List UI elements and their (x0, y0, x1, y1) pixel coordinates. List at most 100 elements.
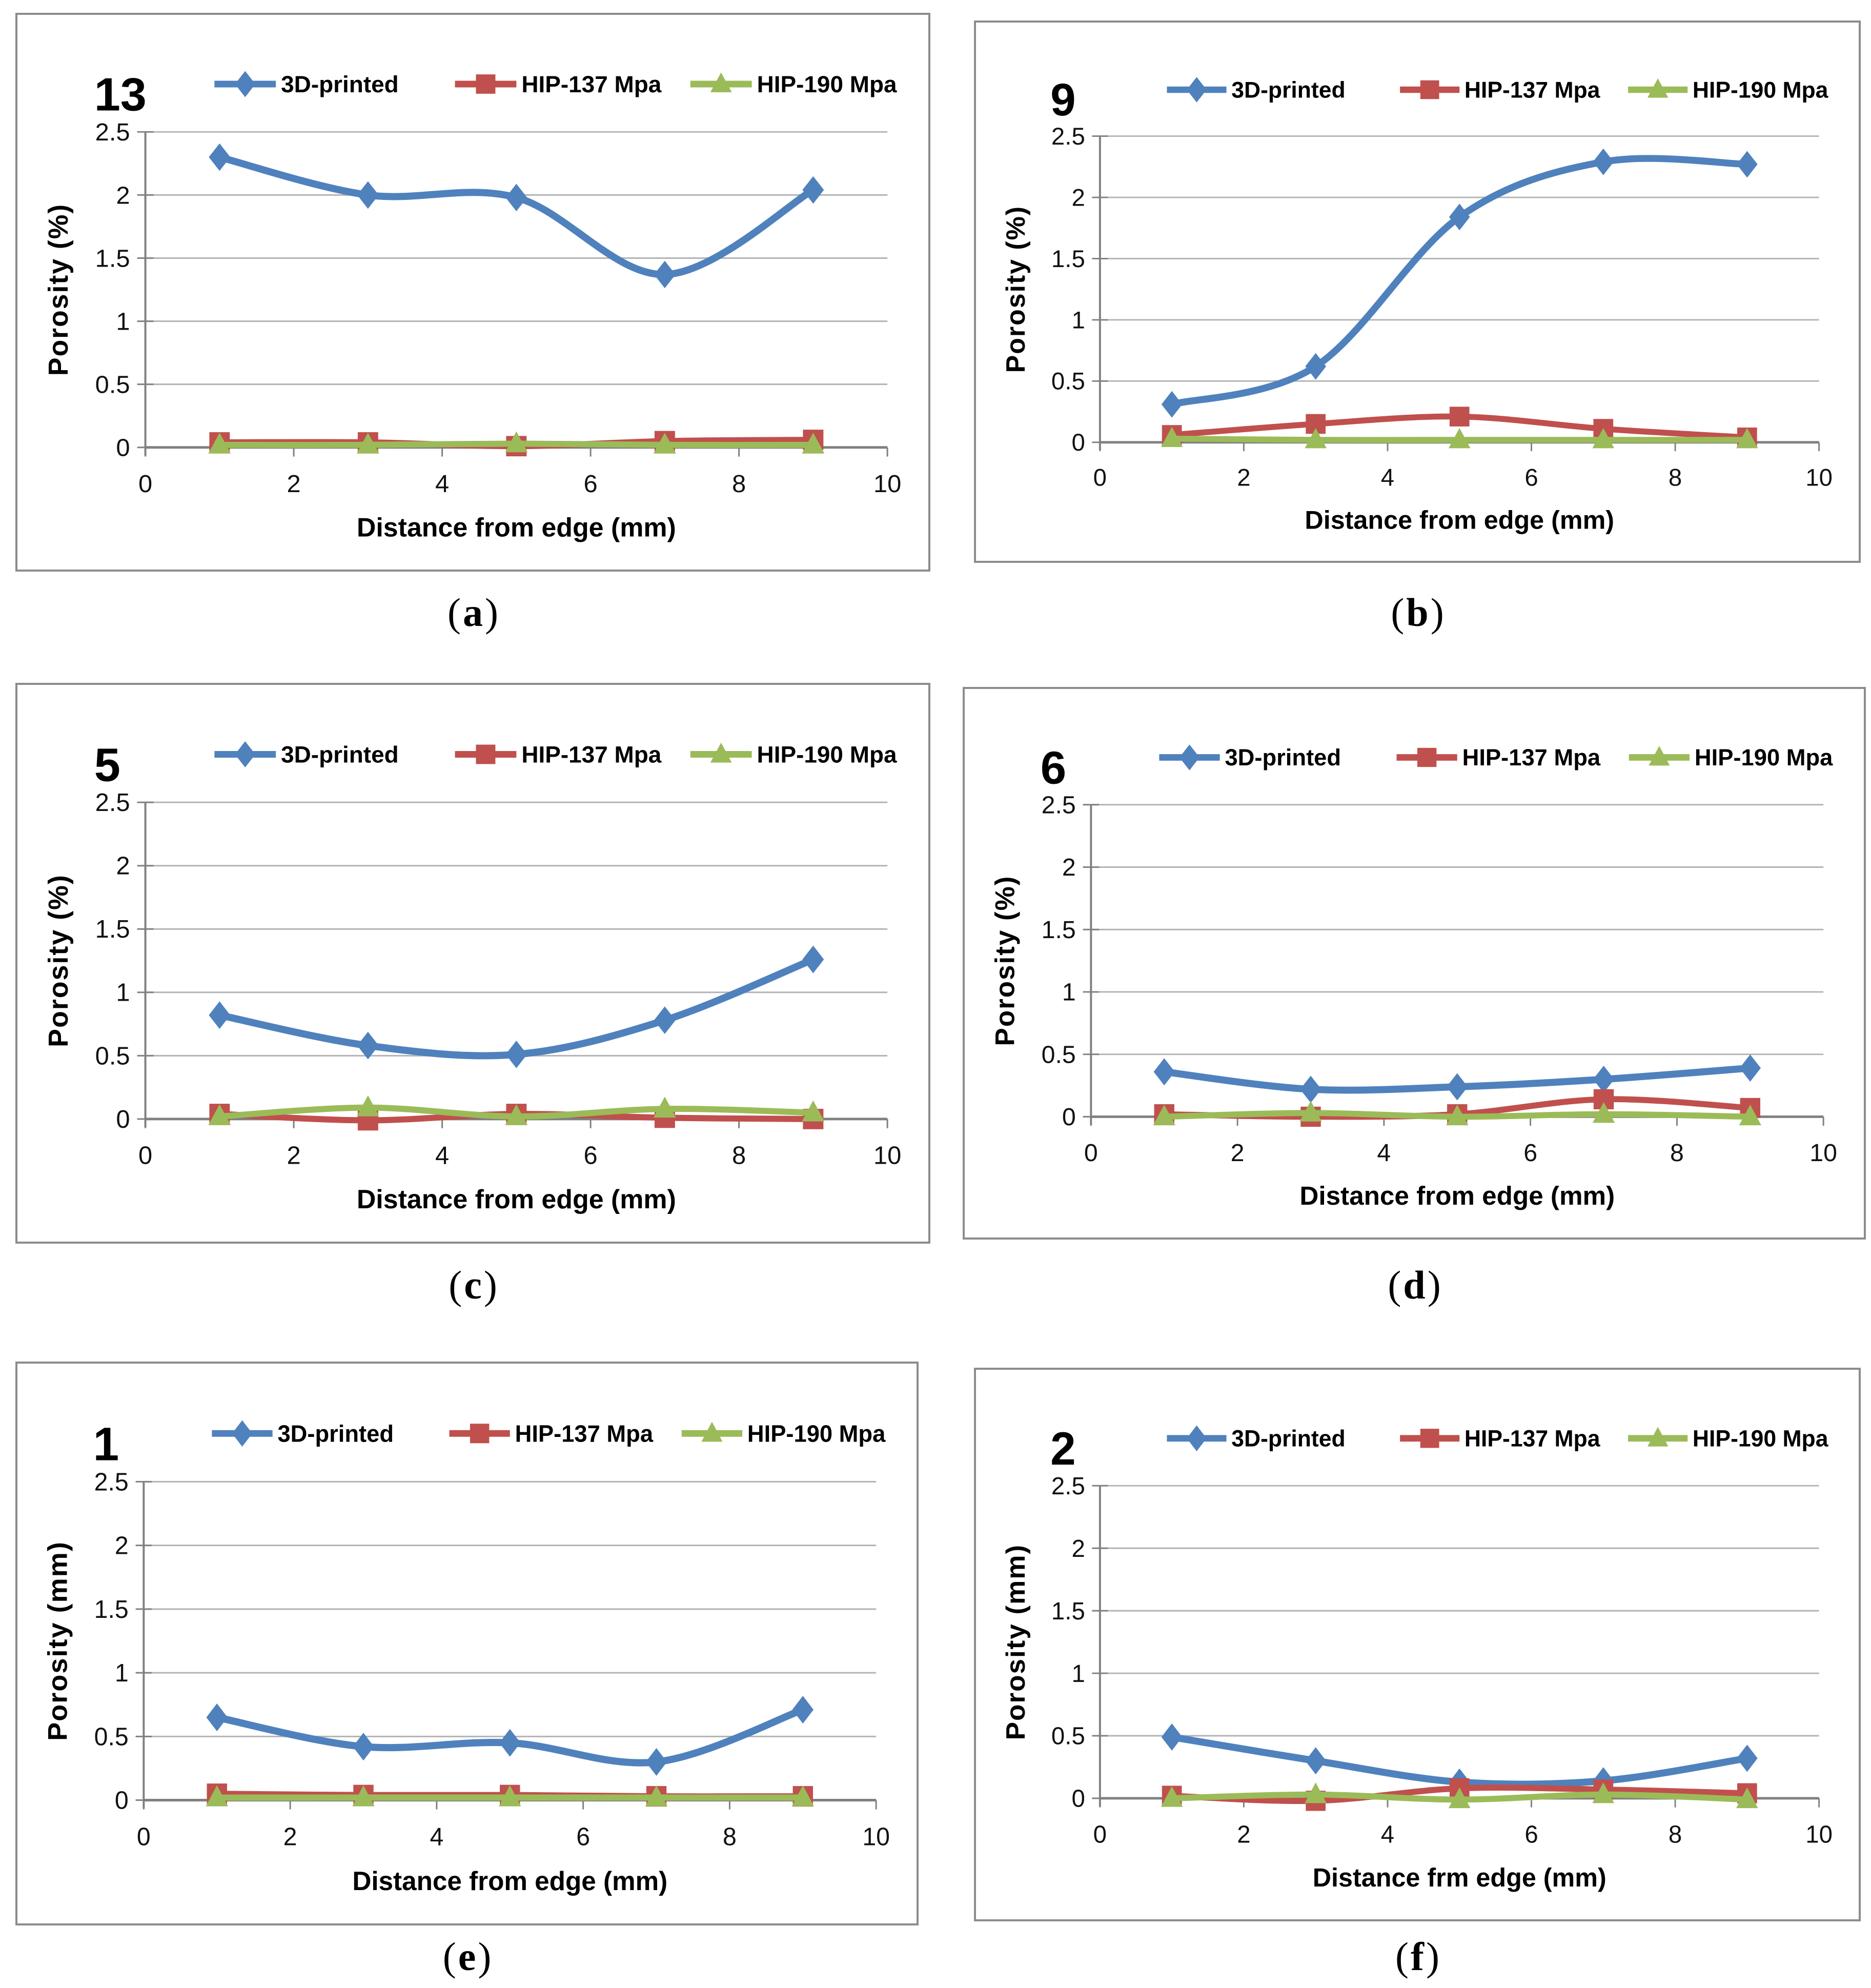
chart-legend: 3D-printed HIP-137 Mpa HIP-190 Mpa (212, 1420, 886, 1447)
data-point-marker-diamond (654, 260, 676, 289)
data-point-marker-triangle (701, 1422, 723, 1442)
y-tick-label: 0.5 (95, 1042, 130, 1070)
y-tick-label: 0 (1071, 429, 1085, 456)
data-point-marker-diamond (1305, 353, 1326, 380)
x-axis-title: Distance from edge (mm) (357, 513, 676, 542)
legend-marker-hip-190-icon (690, 72, 752, 93)
y-axis-title: Porosity (mm) (43, 1541, 73, 1741)
x-tick-label: 10 (1805, 1821, 1833, 1848)
legend-label: HIP-190 Mpa (1693, 1425, 1829, 1451)
legend-marker-hip-190-icon (1628, 1427, 1688, 1447)
data-point-marker-triangle (1592, 1102, 1615, 1123)
legend-label: HIP-137 Mpa (1465, 1425, 1601, 1451)
x-tick-label: 2 (1237, 1821, 1250, 1848)
y-tick-label: 2 (115, 1532, 129, 1559)
legend-label: 3D-printed (1231, 1425, 1345, 1451)
x-tick-label: 2 (1237, 464, 1250, 492)
x-tick-label: 8 (723, 1823, 737, 1851)
x-tick-label: 6 (576, 1823, 590, 1851)
panel-b: 0 0.5 1 1.5 2 2.5 0 2 4 6 8 10 9 3D-printed HIP-137… (974, 21, 1861, 563)
x-tick-label: 10 (873, 470, 901, 498)
plot-area: 0 0.5 1 1.5 2 2.5 0 2 4 6 8 10 (1051, 1473, 1833, 1849)
y-axis-title: Porosity (%) (990, 876, 1020, 1046)
x-tick-label: 2 (287, 1142, 300, 1170)
y-tick-label: 2 (116, 853, 130, 880)
x-tick-label: 4 (1377, 1139, 1391, 1167)
data-point-marker-triangle (1592, 428, 1615, 449)
data-point-marker-diamond (357, 1031, 379, 1060)
subfigure-caption-f: (f) (1395, 1934, 1439, 1979)
y-tick-label: 0 (1062, 1103, 1076, 1131)
legend-label: HIP-137 Mpa (521, 71, 662, 97)
x-axis-title: Distance from edge (mm) (352, 1865, 667, 1895)
legend-marker-hip-137-icon (449, 1424, 510, 1444)
y-tick-label: 0 (1071, 1785, 1085, 1812)
data-point-marker-triangle (710, 742, 732, 763)
chart-canvas-f: 00.511.522.50 2 4 6 8 10 2 3D-printed HIP-137… (1001, 1423, 1833, 1892)
chart-legend: 3D-printed HIP-137 Mpa HIP-190 Mpa (214, 741, 897, 767)
data-point-marker-triangle (1305, 428, 1327, 449)
chart-legend: 3D-printed HIP-137 Mpa HIP-190 Mpa (1167, 77, 1828, 103)
data-point-marker-triangle (802, 433, 825, 454)
x-tick-label: 10 (1805, 464, 1833, 492)
data-point-marker-triangle (208, 1104, 231, 1125)
plot-area: 0 0.5 1 1.5 2 2.5 0 2 4 6 8 10 (94, 1468, 890, 1851)
data-point-marker-triangle (1161, 427, 1183, 448)
data-point-marker-diamond (802, 945, 824, 973)
data-point-marker-triangle (1153, 1104, 1175, 1126)
y-tick-label: 0.5 (1051, 1722, 1085, 1750)
x-tick-label: 0 (1093, 464, 1107, 492)
x-axis-title: Distance from edge (mm) (1305, 505, 1614, 534)
legend-marker-hip-190-icon (690, 742, 752, 763)
legend-label: 3D-printed (281, 71, 399, 97)
y-tick-label: 1 (1071, 307, 1085, 334)
data-point-marker-diamond (1187, 1425, 1207, 1451)
data-point-marker-triangle (1448, 1787, 1471, 1809)
data-point-marker-diamond (1153, 1058, 1175, 1086)
data-point-marker-diamond (1300, 1076, 1321, 1103)
chart-legend: 3D-printed HIP-137 Mpa HIP-190 Mpa (214, 71, 897, 97)
panel-f: 0 0.5 1 1.5 2 2.5 0 2 4 6 8 10 2 3D-printed HIP-137… (974, 1368, 1861, 1921)
legend-label: HIP-190 Mpa (1695, 744, 1833, 770)
data-point-marker-triangle (499, 1785, 521, 1807)
legend-label: HIP-190 Mpa (747, 1421, 886, 1447)
data-point-marker-triangle (653, 1097, 676, 1118)
data-point-marker-diamond (654, 1006, 676, 1034)
data-point-marker-diamond (1593, 1065, 1615, 1093)
data-point-marker-square (476, 744, 496, 764)
data-point-marker-diamond (1187, 77, 1207, 103)
panel-number: 1 (93, 1418, 119, 1471)
y-tick-label: 2.5 (95, 118, 130, 146)
data-point-marker-diamond (235, 71, 256, 97)
chart-legend: 3D-printed HIP-137 Mpa HIP-190 Mpa (1159, 744, 1833, 770)
data-point-marker-triangle (791, 1785, 814, 1807)
data-point-marker-triangle (352, 1785, 375, 1807)
data-point-marker-diamond (802, 176, 824, 204)
panel-number: 5 (94, 739, 120, 791)
x-tick-label: 10 (862, 1823, 890, 1851)
data-point-marker-triangle (1736, 428, 1758, 449)
y-tick-label: 2 (116, 181, 130, 209)
x-tick-label: 8 (1669, 464, 1682, 492)
chart-canvas-a: 0 0.5 1 1.5 2 2.5 0 2 4 6 8 10 13 3D-printed HIP-13… (43, 69, 902, 542)
data-point-marker-triangle (802, 1100, 825, 1122)
data-point-marker-diamond (792, 1696, 814, 1724)
x-tick-label: 0 (1084, 1139, 1098, 1167)
x-tick-label: 0 (138, 1142, 152, 1170)
data-point-marker-triangle (1448, 428, 1471, 449)
x-tick-label: 6 (584, 470, 598, 498)
subfigure-caption-c: (c) (449, 1263, 497, 1307)
data-point-marker-diamond (1305, 1747, 1326, 1775)
data-point-marker-diamond (499, 1729, 521, 1757)
series-line-0 (216, 153, 817, 278)
y-tick-label: 0 (116, 434, 130, 462)
x-tick-label: 4 (435, 1142, 449, 1170)
data-point-marker-triangle (356, 433, 379, 454)
data-point-marker-diamond (505, 184, 527, 212)
plot-area: 0 0.5 1 1.5 2 2.5 0 2 4 6 8 10 (1042, 792, 1837, 1167)
y-tick-label: 1 (115, 1659, 129, 1687)
legend-label: 3D-printed (1231, 78, 1345, 103)
legend-marker-hip-137-icon (455, 744, 517, 764)
data-point-marker-triangle (505, 431, 528, 453)
